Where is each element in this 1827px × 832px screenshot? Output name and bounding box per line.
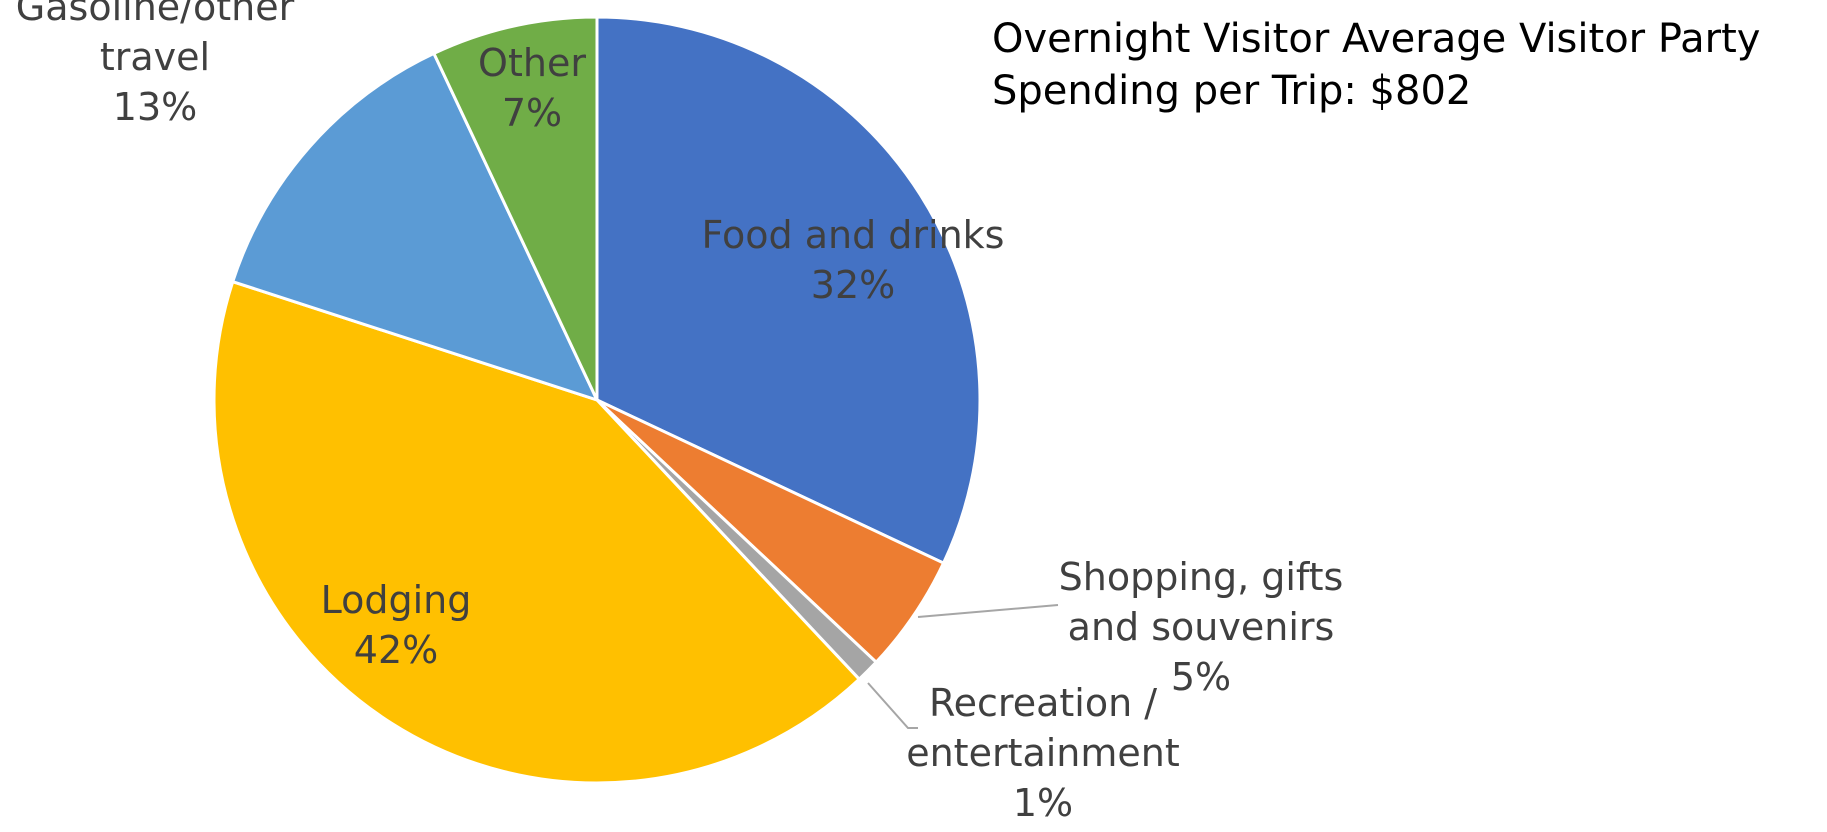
data-label-recreation-entertainment: Recreation / entertainment 1% — [906, 681, 1180, 825]
chart-title-line: Spending per Trip: $802 — [992, 68, 1471, 114]
data-label-food-and-drinks: Food and drinks 32% — [702, 213, 1005, 307]
pie-slice-food-and-drinks — [595, 15, 982, 565]
chart-title-line: Overnight Visitor Average Visitor Party — [992, 16, 1760, 62]
leader-line-recreation-entertainment — [867, 682, 918, 729]
leader-lines-layer — [867, 604, 1059, 729]
pie-slice-gasoline-other-travel — [231, 51, 599, 402]
data-label-other: Other 7% — [478, 41, 586, 135]
chart-title: Overnight Visitor Average Visitor Party S… — [992, 16, 1760, 114]
data-label-lodging: Lodging 42% — [321, 578, 472, 672]
pie-slice-other — [432, 15, 599, 402]
leader-line-shopping-gifts-and-souvenirs — [917, 604, 1059, 618]
pie-slice-lodging — [212, 280, 861, 785]
data-label-shopping-gifts-and-souvenirs: Shopping, gifts and souvenirs 5% — [1059, 555, 1344, 699]
slices-layer — [212, 15, 982, 785]
data-label-gasoline-other-travel: Gasoline/other travel 13% — [16, 0, 295, 129]
labels-layer: Food and drinks 32% Shopping, gifts and sou… — [16, 0, 1344, 825]
